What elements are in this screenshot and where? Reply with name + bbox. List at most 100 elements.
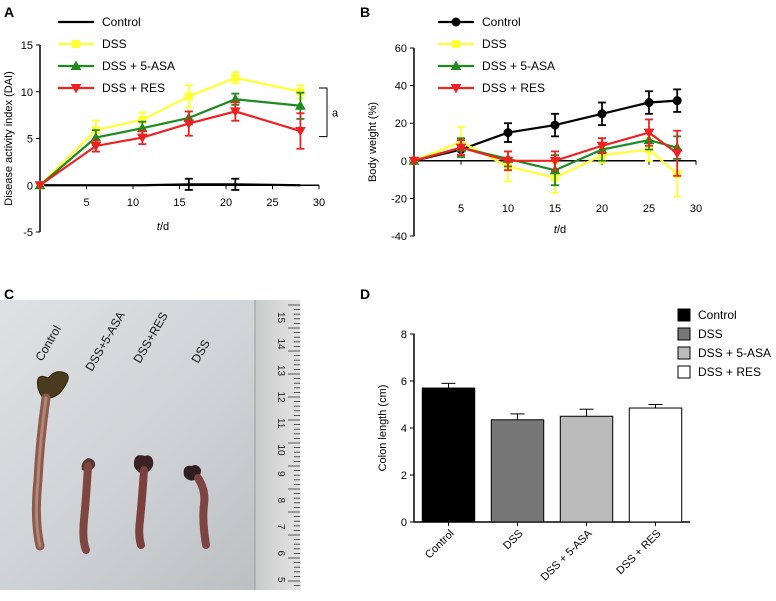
y-tick-label: 0 (27, 180, 33, 192)
photo-background (0, 300, 300, 590)
x-tick-label: DSS + RES (614, 528, 663, 577)
legend-swatch-control (677, 308, 691, 322)
x-tick-label: 10 (127, 197, 139, 209)
bar-dss: DSS (490, 413, 545, 552)
x-tick-label: 25 (643, 203, 655, 215)
legend-label-dss-res: DSS + RES (102, 81, 165, 95)
legend-label-dss: DSS (482, 37, 507, 51)
legend-swatch-dss-res (677, 365, 691, 379)
legend-marker (70, 84, 82, 94)
y-axis-label: Colon length (cm) (377, 385, 389, 472)
ruler-ticks (288, 304, 300, 586)
x-tick-label: 20 (596, 203, 608, 215)
data-point (597, 109, 607, 119)
x-tick-label: 30 (313, 197, 325, 209)
series-control (40, 177, 301, 191)
legend-label-control: Control (698, 308, 737, 322)
chart-b-body-weight: -40 -20 0 20 40 60 5 10 15 20 25 30 t/d Body weight (… (367, 15, 702, 243)
data-point (184, 92, 193, 101)
y-tick-label: 40 (395, 81, 407, 93)
y-tick-label: 6 (401, 376, 407, 388)
bar-rect (421, 387, 476, 523)
x-tick-label: Control (423, 528, 457, 562)
y-tick-label: 10 (21, 87, 33, 99)
colon-res-cecum (133, 455, 154, 474)
legend-marker (70, 60, 82, 70)
y-tick-label: -20 (391, 193, 407, 205)
ruler-number: 10 (275, 445, 286, 457)
colon-control-cecum (37, 371, 69, 400)
legend-label-dss-res: DSS + RES (698, 365, 761, 379)
data-point (549, 156, 561, 167)
legend-label-dss-res: DSS + RES (482, 81, 545, 95)
data-point (503, 128, 513, 138)
y-tick-label: -40 (391, 231, 407, 243)
ruler-number: 7 (275, 524, 286, 530)
x-tick-label: 25 (266, 197, 278, 209)
bar-dss-5-asa: DSS + 5-ASA (539, 408, 614, 583)
ruler-number: 11 (275, 418, 286, 429)
legend-label-dss: DSS (698, 327, 723, 341)
bar-rect (559, 415, 614, 523)
panel-label-b: B (360, 4, 370, 20)
data-point (295, 127, 306, 137)
data-point (34, 181, 46, 191)
series-line-control (40, 183, 301, 187)
ruler-number: 13 (275, 365, 286, 377)
x-tick-label: 20 (220, 197, 232, 209)
legend: Control DSS DSS + 5-ASA DSS + RES (58, 15, 175, 95)
y-tick-label: -5 (23, 227, 33, 239)
data-point (408, 156, 420, 167)
y-tick-label: 5 (27, 134, 33, 146)
chart-d-colon-length: 0 2 4 6 8 Colon length (cm) Control DSS DSS + 5-… (377, 308, 771, 583)
data-point (550, 120, 560, 130)
series-line-dss-res (39, 110, 301, 187)
legend-swatch-dss (677, 327, 691, 341)
legend-marker (450, 84, 462, 94)
series-line-dss-res (413, 131, 678, 162)
data-point (295, 100, 306, 110)
data-point (231, 73, 240, 82)
bar-rect (490, 419, 545, 523)
data-point (90, 141, 102, 152)
data-point (502, 156, 514, 167)
series-dss-res (408, 118, 683, 177)
x-tick-label: 30 (690, 203, 702, 215)
data-point (229, 107, 241, 117)
ruler-number: 9 (275, 471, 286, 477)
y-axis-label: Disease activity index (DAI) (3, 71, 15, 206)
data-point (596, 141, 608, 152)
x-tick-label: DSS + 5-ASA (539, 527, 595, 583)
y-tick-label: 4 (401, 423, 407, 435)
colon-5asa (79, 462, 92, 554)
y-tick-label: 8 (401, 329, 407, 341)
x-tick-label: 5 (458, 203, 464, 215)
series-dss-5-asa (34, 91, 306, 190)
y-tick-label: 20 (395, 118, 407, 130)
legend-marker (452, 40, 460, 48)
colon-res (135, 466, 148, 549)
ruler-number: 15 (275, 312, 286, 324)
legend: Control DSS DSS + 5-ASA DSS + RES (677, 308, 771, 379)
x-axis-label: t/d (554, 224, 566, 236)
legend-swatch-dss-5-asa (677, 346, 691, 360)
panel-label-d: D (360, 286, 370, 302)
y-tick-label: 60 (395, 43, 407, 55)
series-line-dss (39, 76, 301, 187)
significance-label: a (332, 107, 339, 119)
y-tick-label: 2 (401, 470, 407, 482)
data-point (183, 119, 195, 130)
series-dss-5-asa (408, 129, 683, 187)
ruler (255, 300, 300, 590)
legend-marker (451, 17, 461, 27)
series-line-dss-5-asa (39, 98, 301, 187)
series-control (409, 88, 682, 166)
panel-label-c: C (4, 286, 14, 302)
x-tick-label: 15 (549, 203, 561, 215)
legend-label-dss-5-asa: DSS + 5-ASA (102, 59, 175, 73)
data-point (671, 149, 683, 159)
data-point (672, 96, 682, 106)
y-tick-label: 0 (401, 517, 407, 529)
